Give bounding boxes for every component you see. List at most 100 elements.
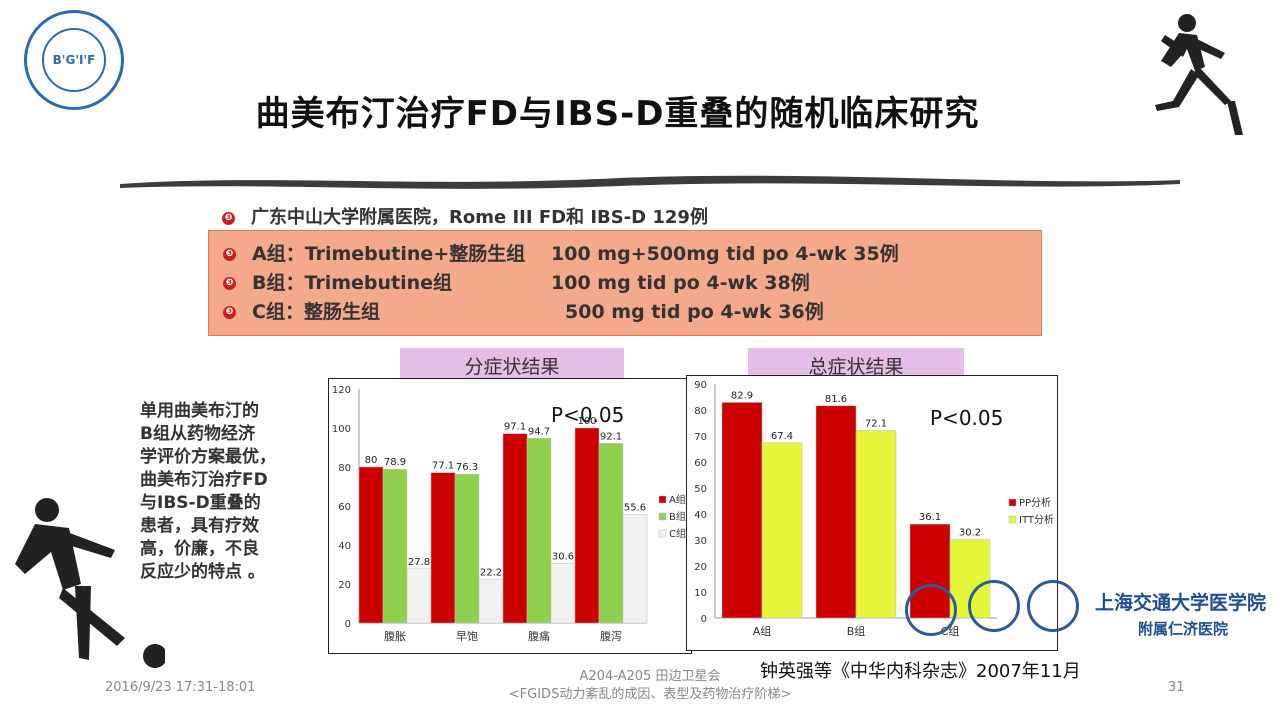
group-b-name: B组：Trimebutine组 bbox=[252, 272, 453, 294]
bar bbox=[526, 438, 552, 624]
group-b-dose: 100 mg tid po 4-wk 38例 bbox=[551, 272, 810, 294]
footer-date: 2016/9/23 17:31-18:01 bbox=[105, 680, 256, 695]
legend-label: C组 bbox=[669, 527, 686, 540]
bar bbox=[622, 514, 648, 624]
study-bullet: ❸ 广东中山大学附属医院，Rome III FD和 IBS-D 129例 bbox=[222, 203, 708, 229]
legend-label: A组 bbox=[669, 493, 686, 506]
x-tick-label: 腹胀 bbox=[384, 629, 406, 643]
renji-seal-icon bbox=[1027, 580, 1079, 632]
data-label: 30.6 bbox=[552, 551, 574, 562]
symptom-chart-svg: 0 20 40 60 80 100 120 腹胀 80 78.9 27.8 早饱 77.1 76.3 22.… bbox=[332, 385, 686, 643]
data-label: 36.1 bbox=[919, 512, 941, 523]
data-label: 82.9 bbox=[731, 390, 753, 401]
y-tick-label: 40 bbox=[338, 541, 351, 552]
data-label: 94.7 bbox=[528, 426, 550, 437]
bar bbox=[598, 443, 624, 624]
y-tick-label: 70 bbox=[694, 432, 707, 443]
bar bbox=[761, 442, 803, 619]
data-label: 77.1 bbox=[432, 461, 454, 472]
group-row-b: ❸ B组：Trimebutine组 100 mg tid po 4-wk 38例 bbox=[223, 268, 810, 295]
bar bbox=[430, 472, 456, 624]
data-label: 78.9 bbox=[384, 457, 406, 468]
data-label: 80 bbox=[365, 455, 378, 466]
y-tick-label: 30 bbox=[694, 536, 707, 547]
y-tick-label: 80 bbox=[694, 406, 707, 417]
data-label: 27.8 bbox=[408, 557, 430, 568]
data-label: 92.1 bbox=[600, 431, 622, 442]
legend-label: PP分析 bbox=[1019, 496, 1051, 509]
y-tick-label: 60 bbox=[338, 502, 351, 513]
bar bbox=[721, 402, 763, 619]
legend-label: B组 bbox=[669, 510, 686, 523]
group-c-dose: 500 mg tid po 4-wk 36例 bbox=[565, 301, 824, 323]
conclusion-line: B组从药物经济 bbox=[140, 424, 255, 444]
conclusion-text: 单用曲美布汀的 B组从药物经济 学评价方案最优， 曲美布汀治疗FD 与IBS-D… bbox=[140, 400, 290, 584]
data-label: 22.2 bbox=[480, 568, 502, 579]
y-tick-label: 20 bbox=[338, 580, 351, 591]
group-c-name: C组：整肠生组 bbox=[252, 301, 380, 323]
hospital-seal-icon bbox=[905, 584, 957, 636]
reference-citation: 钟英强等《中华内科杂志》2007年11月 bbox=[760, 661, 1081, 682]
y-tick-label: 20 bbox=[694, 562, 707, 573]
legend-swatch bbox=[658, 495, 667, 504]
bar bbox=[406, 568, 432, 624]
footer-center: A204-A205 田边卫星会 <FGIDS动力紊乱的成因、表型及药物治疗阶梯> bbox=[440, 668, 860, 704]
bar bbox=[574, 427, 600, 624]
university-name: 上海交通大学医学院 bbox=[1095, 592, 1267, 614]
runner-silhouette-icon bbox=[1155, 14, 1243, 135]
y-tick-label: 10 bbox=[694, 588, 707, 599]
conclusion-line: 高，价廉，不良 bbox=[140, 539, 259, 559]
page-title: 曲美布汀治疗FD与IBS-D重叠的随机临床研究 bbox=[255, 94, 980, 134]
x-tick-label: 早饱 bbox=[456, 629, 478, 643]
y-tick-label: 60 bbox=[694, 458, 707, 469]
group-a-dose: 100 mg+500mg tid po 4-wk 35例 bbox=[551, 243, 899, 265]
conclusion-line: 学评价方案最优， bbox=[140, 447, 276, 467]
legend-swatch bbox=[1008, 515, 1017, 524]
bullet-marker-icon: ❸ bbox=[223, 248, 236, 261]
data-label: 72.1 bbox=[865, 419, 887, 430]
legend-swatch bbox=[658, 512, 667, 521]
bar bbox=[382, 468, 408, 624]
legend-label: ITT分析 bbox=[1019, 513, 1054, 526]
bar bbox=[550, 563, 576, 624]
data-label: 100 bbox=[577, 416, 596, 427]
bar bbox=[502, 433, 528, 624]
p-value-label: P<0.05 bbox=[930, 406, 1004, 430]
conclusion-line: 患者，具有疗效 bbox=[140, 516, 259, 536]
legend-swatch bbox=[1008, 498, 1017, 507]
bar bbox=[855, 430, 897, 619]
y-tick-label: 100 bbox=[332, 424, 351, 435]
group-a-name: A组：Trimebutine+整肠生组 bbox=[252, 243, 526, 265]
data-label: 67.4 bbox=[771, 431, 793, 442]
group-row-c: ❸ C组：整肠生组 500 mg tid po 4-wk 36例 bbox=[223, 297, 824, 324]
x-tick-label: B组 bbox=[847, 624, 866, 638]
conclusion-line: 曲美布汀治疗FD bbox=[140, 470, 268, 490]
data-label: 76.3 bbox=[456, 462, 478, 473]
y-tick-label: 120 bbox=[332, 385, 351, 396]
conclusion-line: 反应少的特点 。 bbox=[140, 562, 265, 582]
y-tick-label: 40 bbox=[694, 510, 707, 521]
bullet-marker-icon: ❸ bbox=[223, 306, 236, 319]
footer-topic: <FGIDS动力紊乱的成因、表型及药物治疗阶梯> bbox=[508, 687, 792, 702]
bar bbox=[815, 405, 857, 619]
x-tick-label: 腹痛 bbox=[528, 629, 550, 643]
study-line: 广东中山大学附属医院，Rome III FD和 IBS-D 129例 bbox=[251, 207, 708, 228]
bar bbox=[478, 579, 504, 624]
page-number: 31 bbox=[1168, 680, 1185, 695]
conference-logo: B'G'I'F bbox=[24, 10, 124, 110]
hospital-name: 附属仁济医院 bbox=[1138, 620, 1229, 638]
data-label: 97.1 bbox=[504, 422, 526, 433]
y-tick-label: 0 bbox=[701, 614, 707, 625]
conclusion-line: 与IBS-D重叠的 bbox=[140, 493, 261, 513]
logo-emblem: B'G'I'F bbox=[42, 28, 106, 92]
y-tick-label: 90 bbox=[694, 380, 707, 391]
footballer-silhouette-icon bbox=[15, 498, 165, 668]
footer-session: A204-A205 田边卫星会 bbox=[579, 669, 721, 684]
y-tick-label: 50 bbox=[694, 484, 707, 495]
group-row-a: ❸ A组：Trimebutine+整肠生组 100 mg+500mg tid po… bbox=[223, 239, 899, 266]
school-seal-icon bbox=[968, 580, 1020, 632]
legend-swatch bbox=[658, 529, 667, 538]
bullet-marker-icon: ❸ bbox=[222, 211, 235, 225]
data-label: 55.6 bbox=[624, 503, 646, 514]
bullet-marker-icon: ❸ bbox=[223, 277, 236, 290]
